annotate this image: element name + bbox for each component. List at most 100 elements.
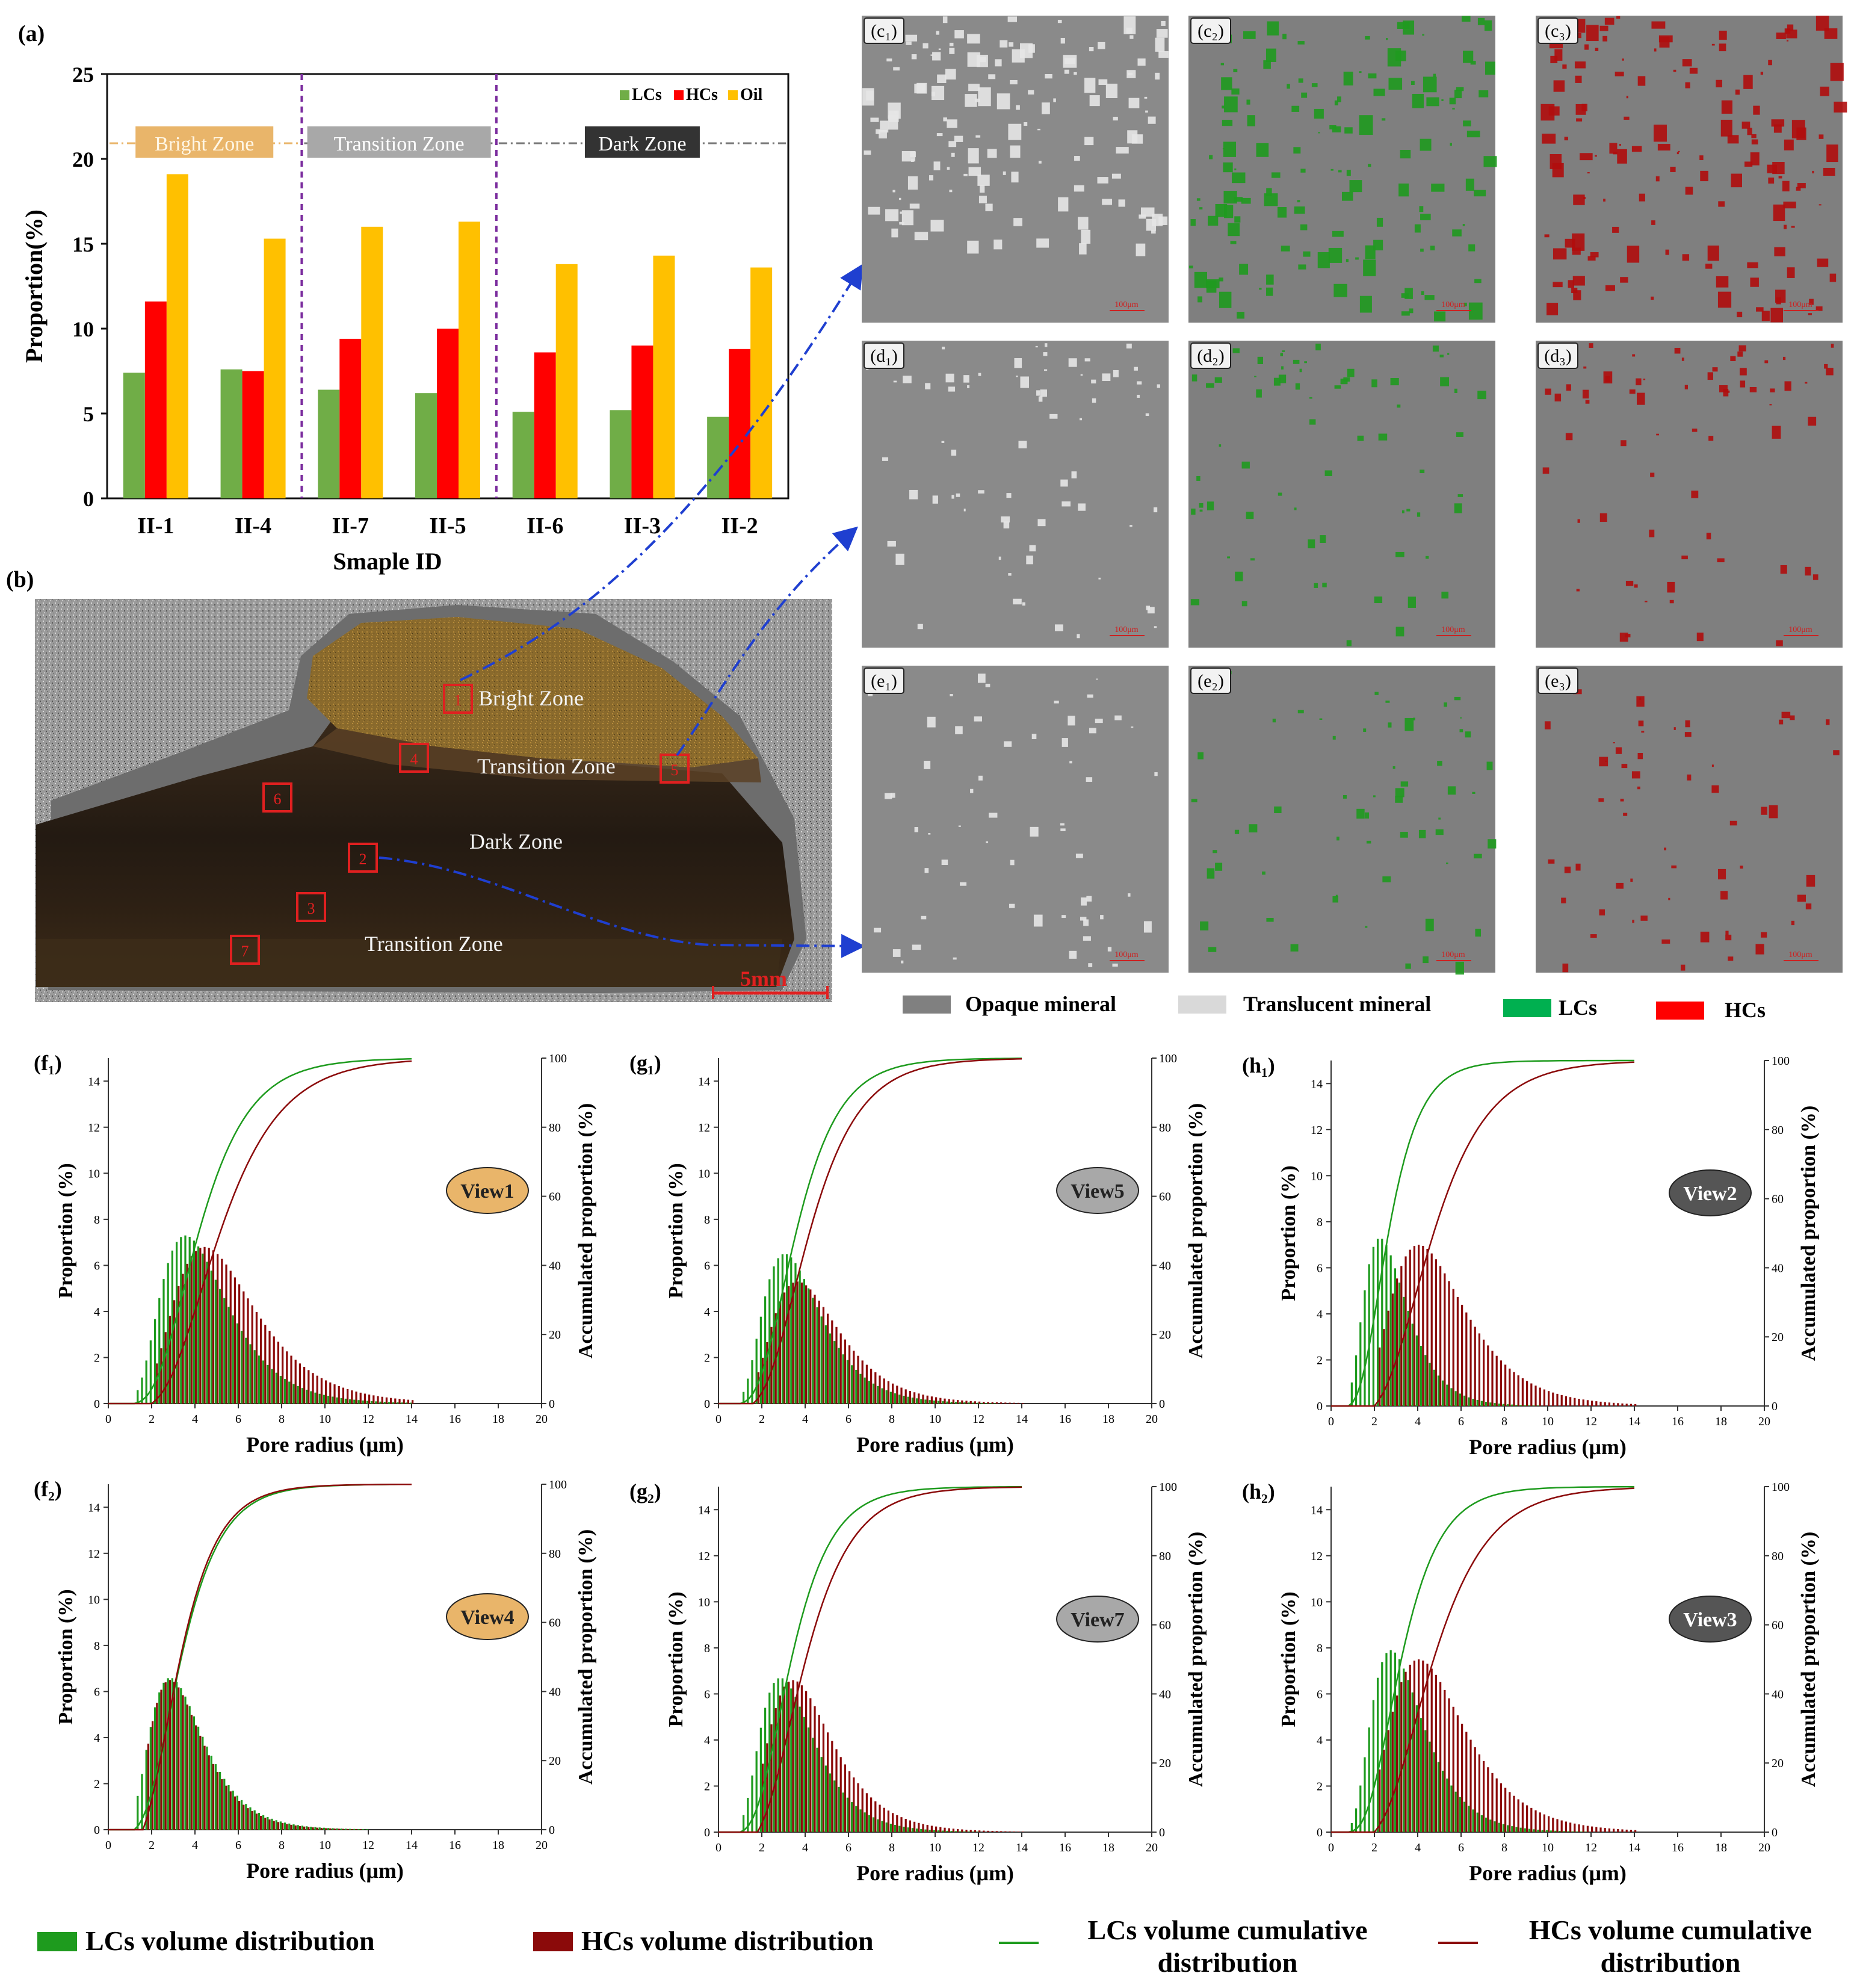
marker-4: 4 (399, 743, 429, 773)
lcs-bar (158, 1298, 161, 1404)
micro-speck (1097, 177, 1108, 184)
hcs-bar (792, 1680, 794, 1832)
x-tick-label: 12 (972, 1413, 984, 1426)
lcs-bar (1376, 1239, 1379, 1406)
lcs-bar (1389, 1650, 1392, 1832)
micro-speck (1208, 215, 1219, 226)
micro-speck (1129, 35, 1134, 39)
lcs-bar (1424, 1730, 1427, 1832)
micro-speck (1718, 201, 1725, 207)
y-tick-label: 6 (94, 1259, 100, 1272)
x-tick-label: 18 (1102, 1841, 1114, 1854)
micro-speck (1595, 155, 1597, 157)
lcs-bar (1415, 1705, 1418, 1832)
lcs-bar (301, 1825, 303, 1830)
micro-speck (1463, 120, 1471, 127)
hcs-bar (347, 1829, 349, 1830)
lcs-bar (911, 1398, 913, 1404)
x-tick-label: 6 (1458, 1415, 1464, 1428)
micro-speck (1637, 753, 1643, 760)
micro-speck (1711, 764, 1714, 767)
micro-speck (1741, 122, 1750, 129)
micro-speck (1632, 920, 1634, 923)
hcs-bar (926, 1825, 929, 1832)
micro-speck (978, 373, 981, 376)
lcs-bar (950, 1401, 953, 1404)
micro-speck (1007, 16, 1018, 22)
micro-speck (1294, 206, 1305, 214)
lcs-bar (327, 1396, 330, 1404)
micro-speck (1191, 799, 1197, 803)
x-tick-label: 16 (1059, 1841, 1071, 1854)
x-axis-title: Pore radius (μm) (246, 1432, 404, 1457)
micro-speck (1024, 122, 1028, 126)
micro-speck (909, 489, 918, 500)
hcs-bar (381, 1396, 383, 1404)
micro-speck (1685, 187, 1693, 195)
lcs-bar (340, 1398, 342, 1404)
lcs-bar (768, 1279, 771, 1404)
hcs-bar (1435, 1674, 1438, 1832)
micro-speck (1014, 358, 1022, 368)
micro-speck (1684, 385, 1688, 389)
y-tick-label: 4 (704, 1305, 710, 1319)
panel-label-g1: (g₁) (629, 1051, 661, 1075)
micro-speck (1751, 139, 1758, 144)
lcs-bar (145, 1360, 147, 1404)
hcs-bar (1548, 1391, 1550, 1406)
micro-speck (1616, 16, 1621, 19)
micro-speck (1623, 813, 1628, 816)
lcs-bar (249, 1807, 252, 1830)
micro-speck (1359, 115, 1373, 135)
micro-speck (888, 102, 901, 119)
lcs-bar (348, 1399, 351, 1404)
lcs-bar (980, 1402, 983, 1404)
x-tick-label: 14 (1016, 1841, 1028, 1854)
hcs-bar (178, 1687, 180, 1830)
photo-zone-transition-upper: Transition Zone (477, 754, 616, 778)
hcs-bar (918, 1822, 920, 1832)
lcs-bar (942, 1401, 944, 1404)
y-tick-label: 4 (704, 1734, 710, 1747)
y-tick-label: 0 (94, 1398, 100, 1411)
micro-speck (1071, 471, 1077, 478)
micro-speck (1805, 382, 1808, 384)
hcs-bar (1556, 1393, 1559, 1406)
micro-speck (1214, 377, 1222, 383)
micro-speck (1651, 296, 1654, 300)
micro-label: (d₃) (1544, 346, 1571, 366)
hcs-bar (922, 1395, 924, 1404)
micro-speck (1246, 99, 1250, 105)
hcs-bar (1599, 1827, 1602, 1832)
lcs-bar (318, 1827, 321, 1830)
micro-speck (1332, 896, 1339, 903)
micro-speck (1655, 176, 1660, 182)
micro-speck (1562, 963, 1569, 973)
hcs-bar (844, 1339, 847, 1404)
micro-speck (892, 190, 895, 193)
lcs-bar (1450, 1785, 1453, 1832)
hcs-bar (268, 1819, 271, 1830)
micro-speck (1403, 20, 1415, 35)
hcs-bar (857, 1783, 859, 1832)
micro-speck (988, 74, 996, 79)
lcs-bar (898, 1825, 901, 1832)
micro-speck (1013, 598, 1022, 605)
micro-speck (1318, 132, 1320, 134)
x-tick-label: 10 (929, 1841, 941, 1854)
lcs-bar (855, 1369, 857, 1404)
hcs-bar (874, 1372, 877, 1404)
micro-speck (1401, 311, 1410, 316)
micro-speck (1263, 60, 1271, 69)
lcs-bar (946, 1830, 948, 1832)
hcs-bar (329, 1828, 332, 1830)
lcs-bar (924, 1829, 927, 1832)
hcs-bar (1634, 1830, 1637, 1832)
legend-swatch-oil (728, 90, 738, 100)
micro-speck (1057, 19, 1062, 23)
lcs-bar (180, 1237, 182, 1404)
micro-speck (891, 228, 898, 238)
hcs-bar (957, 1829, 959, 1832)
